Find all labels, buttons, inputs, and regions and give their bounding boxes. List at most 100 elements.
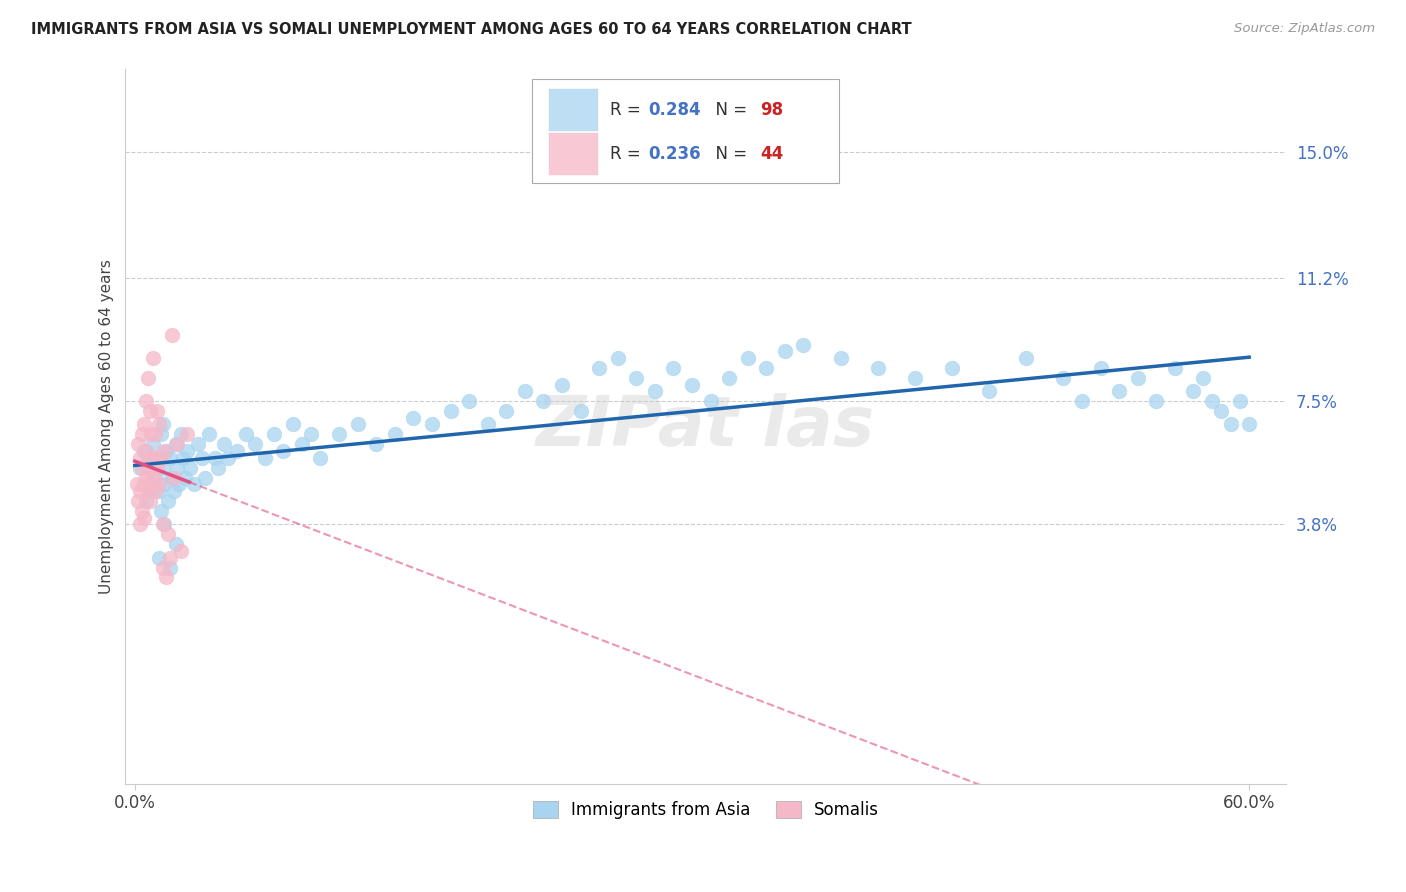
Point [149, 504, 172, 518]
Point [153, 517, 176, 532]
Point [194, 471, 217, 485]
Point [217, 450, 239, 465]
Point [155, 570, 177, 584]
Point [141, 477, 163, 491]
Point [131, 427, 153, 442]
Point [165, 537, 187, 551]
Point [131, 504, 153, 518]
Point [1201, 394, 1223, 409]
Point [291, 437, 314, 451]
Point [160, 471, 183, 485]
Text: Source: ZipAtlas.com: Source: ZipAtlas.com [1234, 22, 1375, 36]
Point [569, 404, 592, 418]
Point [136, 483, 159, 498]
Point [1126, 371, 1149, 385]
Point [366, 437, 388, 451]
Point [170, 544, 193, 558]
Point [141, 427, 163, 442]
Point [142, 450, 165, 465]
Text: 98: 98 [761, 101, 783, 119]
Point [866, 360, 889, 375]
Point [588, 360, 610, 375]
Point [1211, 404, 1233, 418]
Point [160, 327, 183, 342]
Point [148, 417, 170, 432]
Point [157, 527, 180, 541]
Point [129, 517, 152, 532]
Point [159, 450, 181, 465]
Point [737, 351, 759, 365]
Point [226, 444, 249, 458]
Point [1108, 384, 1130, 399]
Point [1144, 394, 1167, 409]
Point [138, 404, 160, 418]
Point [142, 437, 165, 451]
Text: N =: N = [704, 101, 752, 119]
Point [131, 460, 153, 475]
Point [513, 384, 536, 399]
Point [346, 417, 368, 432]
Point [138, 477, 160, 491]
Point [142, 460, 165, 475]
Point [1015, 351, 1038, 365]
Point [163, 483, 186, 498]
Point [204, 450, 226, 465]
Point [148, 550, 170, 565]
Point [170, 427, 193, 442]
Point [402, 410, 425, 425]
Point [531, 394, 554, 409]
Point [699, 394, 721, 409]
Point [129, 483, 152, 498]
Text: 0.236: 0.236 [648, 145, 700, 163]
Point [1182, 384, 1205, 399]
Text: R =: R = [610, 145, 645, 163]
Point [245, 437, 267, 451]
Point [174, 471, 197, 485]
Text: 44: 44 [761, 145, 783, 163]
Point [830, 351, 852, 365]
Point [132, 417, 155, 432]
Point [142, 471, 165, 485]
Point [148, 477, 170, 491]
Point [165, 437, 187, 451]
Point [792, 337, 814, 351]
Point [644, 384, 666, 399]
Point [1229, 394, 1251, 409]
Point [755, 360, 778, 375]
Point [143, 483, 166, 498]
Point [187, 437, 209, 451]
Point [212, 437, 235, 451]
Point [1191, 371, 1213, 385]
Point [183, 477, 205, 491]
Point [166, 460, 188, 475]
Point [172, 450, 194, 465]
Point [146, 460, 169, 475]
Point [135, 444, 157, 458]
Point [127, 494, 149, 508]
Point [127, 437, 149, 451]
Point [142, 351, 165, 365]
Point [941, 360, 963, 375]
Point [155, 444, 177, 458]
Point [495, 404, 517, 418]
Point [146, 404, 169, 418]
Point [420, 417, 443, 432]
Point [152, 560, 174, 574]
Point [148, 483, 170, 498]
Point [136, 371, 159, 385]
Point [979, 384, 1001, 399]
Point [141, 483, 163, 498]
Legend: Immigrants from Asia, Somalis: Immigrants from Asia, Somalis [526, 794, 886, 825]
Point [129, 460, 152, 475]
Point [1164, 360, 1187, 375]
FancyBboxPatch shape [550, 133, 598, 176]
FancyBboxPatch shape [531, 79, 839, 183]
Y-axis label: Unemployment Among Ages 60 to 64 years: Unemployment Among Ages 60 to 64 years [100, 259, 114, 593]
Point [153, 444, 176, 458]
Text: IMMIGRANTS FROM ASIA VS SOMALI UNEMPLOYMENT AMONG AGES 60 TO 64 YEARS CORRELATIO: IMMIGRANTS FROM ASIA VS SOMALI UNEMPLOYM… [31, 22, 911, 37]
FancyBboxPatch shape [550, 89, 598, 131]
Point [138, 494, 160, 508]
Point [176, 427, 198, 442]
Point [773, 344, 796, 359]
Point [263, 427, 285, 442]
